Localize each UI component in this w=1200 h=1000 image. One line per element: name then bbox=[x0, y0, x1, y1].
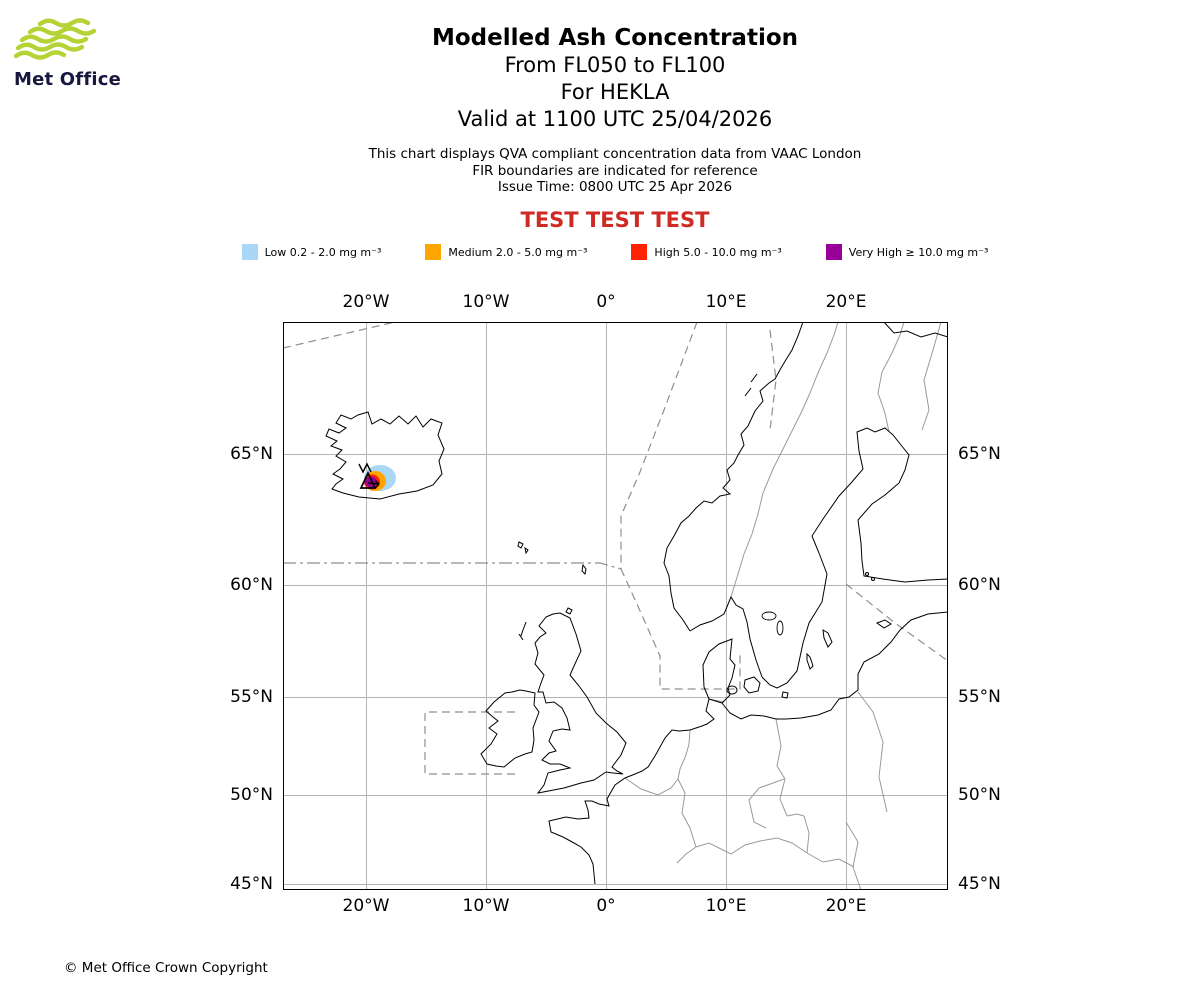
lat-label-right-60n: 60°N bbox=[958, 575, 1001, 595]
map-border bbox=[283, 322, 948, 890]
coast-great-britain bbox=[534, 612, 627, 794]
fir-line bbox=[424, 711, 515, 775]
fir-line bbox=[282, 321, 396, 349]
coast-island bbox=[875, 619, 892, 629]
lon-label-top-10w: 10°W bbox=[462, 292, 510, 312]
flight-level-subtitle: From FL050 to FL100 bbox=[504, 53, 726, 77]
lon-label-bottom-10w: 10°W bbox=[462, 896, 510, 916]
ash-plume bbox=[358, 462, 396, 491]
coast-lofoten bbox=[744, 387, 752, 397]
lon-label-top-20e: 20°E bbox=[825, 292, 867, 312]
chart-header: Modelled Ash Concentration From FL050 to… bbox=[30, 24, 1200, 232]
map-grid bbox=[283, 322, 948, 890]
legend-item-low: Low 0.2 - 2.0 mg m⁻³ bbox=[241, 244, 382, 260]
volcano-marker-icon bbox=[359, 470, 377, 489]
fir-boundaries bbox=[282, 321, 949, 775]
lon-label-bottom-20e: 20°E bbox=[825, 896, 867, 916]
coastlines bbox=[325, 321, 949, 885]
note-fir: FIR boundaries are indicated for referen… bbox=[472, 162, 758, 179]
concentration-legend: Low 0.2 - 2.0 mg m⁻³ Medium 2.0 - 5.0 mg… bbox=[30, 244, 1200, 260]
legend-label-medium: Medium 2.0 - 5.0 mg m⁻³ bbox=[448, 245, 588, 259]
valid-time-subtitle: Valid at 1100 UTC 25/04/2026 bbox=[457, 107, 773, 131]
fir-line bbox=[620, 568, 741, 690]
coast-island bbox=[743, 676, 761, 694]
legend-item-high: High 5.0 - 10.0 mg m⁻³ bbox=[631, 244, 782, 260]
lon-label-bottom-0: 0° bbox=[596, 896, 616, 916]
lat-label-right-50n: 50°N bbox=[958, 785, 1001, 805]
legend-label-high: High 5.0 - 10.0 mg m⁻³ bbox=[654, 245, 782, 259]
lat-label-right-65n: 65°N bbox=[958, 444, 1001, 464]
coast-faroe bbox=[524, 546, 529, 555]
trajectory-arrow-icon bbox=[367, 480, 380, 488]
coast-island bbox=[806, 652, 814, 670]
legend-item-medium: Medium 2.0 - 5.0 mg m⁻³ bbox=[425, 244, 587, 260]
note-qva: This chart displays QVA compliant concen… bbox=[368, 146, 862, 162]
lake bbox=[776, 620, 784, 636]
lon-label-top-20w: 20°W bbox=[342, 292, 390, 312]
coast-shetland bbox=[581, 563, 587, 576]
test-banner: TEST TEST TEST bbox=[520, 207, 710, 232]
lake bbox=[761, 611, 777, 621]
note-issue-time: Issue Time: 0800 UTC 25 Apr 2026 bbox=[497, 179, 733, 195]
coast-ireland bbox=[480, 689, 540, 768]
fir-line bbox=[845, 583, 949, 662]
lat-label-left-60n: 60°N bbox=[230, 575, 273, 595]
lon-label-top-10e: 10°E bbox=[705, 292, 747, 312]
fir-line-dashdot bbox=[283, 562, 622, 570]
lon-label-bottom-10e: 10°E bbox=[705, 896, 747, 916]
coast-scandinavia bbox=[689, 427, 949, 689]
copyright-text: © Met Office Crown Copyright bbox=[64, 960, 268, 976]
fir-line bbox=[620, 321, 698, 569]
coast-island bbox=[726, 685, 738, 695]
volcano-subtitle: For HEKLA bbox=[560, 80, 670, 104]
country-borders bbox=[624, 321, 942, 891]
coast-baltic bbox=[721, 611, 949, 720]
coast-lofoten bbox=[750, 373, 758, 383]
coast-orkney bbox=[565, 607, 573, 615]
wind-barb-icon bbox=[358, 462, 372, 474]
legend-label-very-high: Very High ≥ 10.0 mg m⁻³ bbox=[848, 245, 989, 259]
coast-norway bbox=[663, 321, 804, 632]
coast-faroe bbox=[517, 541, 524, 549]
map bbox=[282, 321, 949, 891]
lat-label-left-65n: 65°N bbox=[230, 444, 273, 464]
legend-label-low: Low 0.2 - 2.0 mg m⁻³ bbox=[264, 245, 382, 259]
coast-island bbox=[781, 691, 789, 699]
lat-label-left-55n: 55°N bbox=[230, 687, 273, 707]
legend-swatch-very-high bbox=[825, 244, 842, 260]
map-canvas bbox=[282, 321, 949, 891]
coast-island bbox=[822, 629, 833, 648]
coast-aland bbox=[871, 577, 875, 581]
legend-swatch-low bbox=[241, 244, 258, 260]
lon-label-top-0: 0° bbox=[596, 292, 616, 312]
legend-swatch-high bbox=[631, 244, 648, 260]
coast-iceland bbox=[325, 411, 445, 500]
chart-notes: This chart displays QVA compliant concen… bbox=[30, 146, 1200, 196]
coast-northeast bbox=[883, 321, 949, 338]
lat-label-left-50n: 50°N bbox=[230, 785, 273, 805]
coast-hebrides bbox=[520, 621, 527, 637]
coast-continent bbox=[548, 698, 715, 885]
fir-line bbox=[769, 329, 777, 431]
coast-aland bbox=[865, 572, 869, 576]
chart-title: Modelled Ash Concentration bbox=[431, 25, 799, 51]
legend-swatch-medium bbox=[425, 244, 442, 260]
met-office-logo: Met Office bbox=[13, 18, 124, 90]
lat-label-left-45n: 45°N bbox=[230, 874, 273, 894]
lat-label-right-45n: 45°N bbox=[958, 874, 1001, 894]
lon-label-bottom-20w: 20°W bbox=[342, 896, 390, 916]
lat-label-right-55n: 55°N bbox=[958, 687, 1001, 707]
logo-waves-icon bbox=[13, 18, 97, 60]
coast-denmark bbox=[702, 638, 736, 704]
coast-hebrides bbox=[518, 633, 524, 641]
logo-brand-text: Met Office bbox=[14, 69, 122, 90]
legend-item-very-high: Very High ≥ 10.0 mg m⁻³ bbox=[825, 244, 989, 260]
